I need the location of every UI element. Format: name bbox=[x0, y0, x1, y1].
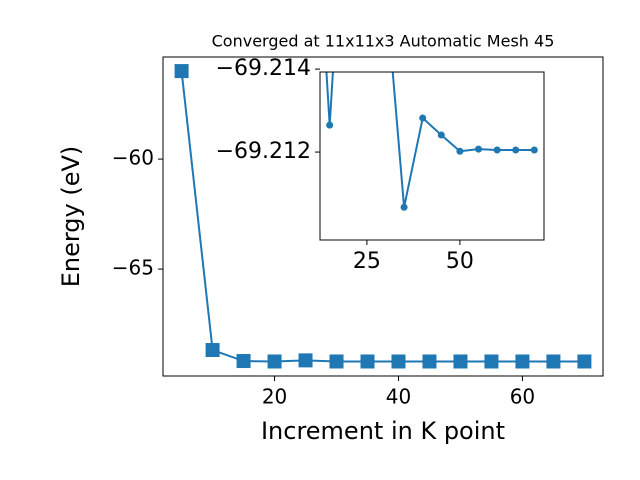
x-tick-label: 20 bbox=[262, 385, 287, 409]
plot-area bbox=[320, 72, 544, 240]
marker bbox=[360, 354, 375, 369]
marker bbox=[453, 354, 468, 369]
y-tick-label: −69.214 bbox=[216, 56, 311, 81]
marker bbox=[236, 354, 251, 369]
plot-layer bbox=[174, 64, 592, 369]
marker bbox=[493, 146, 501, 154]
x-axis-label: Increment in K point bbox=[261, 417, 505, 445]
x-tick-label: 25 bbox=[353, 249, 381, 274]
axes-frame bbox=[162, 56, 604, 377]
y-tick-label: −65 bbox=[112, 256, 154, 280]
marker bbox=[437, 131, 445, 139]
marker bbox=[422, 354, 437, 369]
x-tick-label: 60 bbox=[510, 385, 535, 409]
marker bbox=[530, 146, 538, 154]
marker bbox=[391, 354, 406, 369]
marker bbox=[298, 353, 313, 368]
y-tick-label: −69.212 bbox=[216, 139, 311, 164]
marker bbox=[546, 354, 561, 369]
marker bbox=[400, 203, 408, 211]
marker bbox=[577, 354, 592, 369]
marker bbox=[326, 121, 334, 129]
marker bbox=[484, 354, 499, 369]
y-tick-label: −60 bbox=[112, 146, 154, 170]
plot-layer bbox=[325, 72, 538, 211]
y-axis-label: Energy (eV) bbox=[57, 146, 85, 288]
marker bbox=[174, 64, 189, 79]
marker bbox=[329, 354, 344, 369]
axes-frame bbox=[319, 71, 545, 241]
marker bbox=[515, 354, 530, 369]
chart-title: Converged at 11x11x3 Automatic Mesh 45 bbox=[212, 32, 555, 51]
marker bbox=[267, 354, 282, 369]
marker bbox=[475, 145, 483, 153]
marker bbox=[456, 147, 464, 155]
marker bbox=[419, 114, 427, 122]
marker bbox=[512, 146, 520, 154]
marker bbox=[205, 343, 220, 358]
x-tick-label: 50 bbox=[446, 249, 474, 274]
x-tick-label: 40 bbox=[386, 385, 411, 409]
